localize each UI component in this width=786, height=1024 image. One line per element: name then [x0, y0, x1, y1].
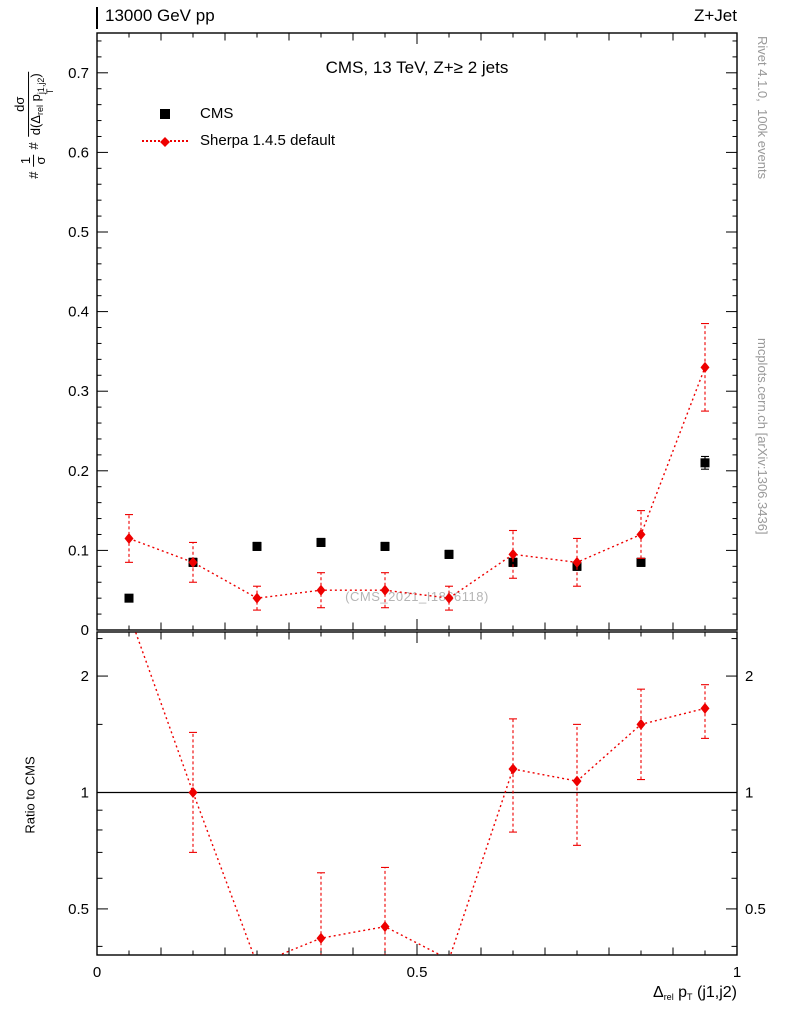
y-tick-label: 0.5 — [68, 224, 89, 241]
sherpa-data-point — [188, 556, 198, 568]
sherpa-data-point — [636, 718, 646, 730]
sherpa-data-point — [700, 361, 710, 373]
main-plot: 0 0.1 0.2 0.3 0.4 0.5 0.6 0.7 — [68, 32, 738, 639]
xlabel-sub-t: T — [687, 992, 693, 1002]
cms-data-point — [252, 541, 262, 551]
sherpa-data-point — [572, 556, 582, 568]
y-tick-label: 0.7 — [68, 65, 89, 82]
sherpa-data-point — [380, 584, 390, 596]
y-tick-label: 0.3 — [68, 383, 89, 400]
xlabel-rest: (j1,j2) — [692, 984, 737, 1001]
sherpa-data-point — [380, 921, 390, 933]
legend-label-sherpa: Sherpa 1.4.5 default — [200, 132, 336, 149]
sherpa-data-point — [508, 763, 518, 775]
sherpa-data-point — [448, 953, 450, 955]
x-tick-label: 0 — [93, 964, 101, 981]
sherpa-data-point — [508, 548, 518, 560]
y-tick-label: 0 — [81, 622, 89, 639]
series-line — [134, 632, 706, 955]
sherpa-data-point — [636, 528, 646, 540]
sherpa-data-point — [124, 532, 134, 544]
sherpa-data-point — [188, 786, 198, 798]
y-tick-label-right: 1 — [745, 784, 753, 801]
y-tick-label: 0.1 — [68, 542, 89, 559]
series-line — [128, 367, 706, 599]
xaxis-label: Δrel pT (j1,j2) — [653, 984, 737, 1002]
ratio-series-0 — [125, 608, 710, 970]
main-series-0 — [124, 455, 710, 603]
sherpa-dotted-line-glyph — [142, 136, 188, 147]
y-tick-label-right: 2 — [745, 668, 753, 685]
cms-data-point — [700, 458, 710, 468]
cms-square-marker-icon — [142, 108, 188, 119]
sherpa-data-point — [316, 584, 326, 596]
main-series-1 — [124, 322, 710, 611]
ratio-plot: 0 0.5 1 0.5 0.5 1 1 2 2 — [68, 608, 766, 981]
ratio-ticks — [96, 632, 738, 955]
main-ticks — [96, 33, 738, 631]
sherpa-data-point — [253, 959, 262, 970]
x-tick-label: 1 — [733, 964, 741, 981]
ratio-tick-labels: 0 0.5 1 0.5 0.5 1 1 2 2 — [68, 668, 766, 981]
header-tick — [96, 7, 98, 29]
plot-title: CMS, 13 TeV, Z+≥ 2 jets — [325, 58, 509, 77]
sherpa-data-point — [316, 932, 326, 944]
ratio-frame — [96, 631, 738, 956]
legend: CMS Sherpa 1.4.5 default — [142, 100, 335, 154]
y-tick-label: 0.2 — [68, 463, 89, 480]
xlabel-p: p — [673, 984, 688, 1001]
sherpa-line-marker-icon — [142, 136, 188, 147]
main-tick-labels: 0 0.1 0.2 0.3 0.4 0.5 0.6 0.7 — [68, 65, 89, 639]
y-tick-label: 0.4 — [68, 304, 89, 321]
cms-data-point — [444, 549, 454, 559]
x-tick-label: 0.5 — [407, 964, 428, 981]
xlabel-delta: Δ — [653, 984, 664, 1001]
y-tick-label: 0.6 — [68, 144, 89, 161]
sherpa-data-point — [444, 592, 454, 604]
sherpa-data-point — [700, 702, 710, 714]
cms-data-point — [508, 557, 518, 567]
sherpa-data-point — [125, 608, 134, 619]
xlabel-sub-rel: rel — [663, 992, 674, 1002]
legend-item-sherpa: Sherpa 1.4.5 default — [142, 127, 335, 154]
main-frame — [96, 32, 738, 631]
sherpa-data-point — [252, 592, 262, 604]
beam-energy-label: 13000 GeV pp — [105, 6, 215, 25]
cms-data-point — [124, 593, 134, 603]
cms-data-point — [316, 537, 326, 547]
process-label: Z+Jet — [694, 6, 737, 25]
y-tick-label: 1 — [81, 784, 89, 801]
legend-item-cms: CMS — [142, 100, 335, 127]
y-tick-label: 2 — [81, 668, 89, 685]
legend-label-cms: CMS — [200, 105, 234, 122]
cms-data-point — [380, 541, 390, 551]
sherpa-data-point — [572, 775, 582, 787]
analysis-id-watermark: (CMS_2021_I1866118) — [345, 589, 489, 604]
cms-data-point — [636, 557, 646, 567]
y-tick-label-right: 0.5 — [745, 901, 766, 918]
cms-square-glyph — [160, 108, 170, 119]
y-tick-label: 0.5 — [68, 901, 89, 918]
